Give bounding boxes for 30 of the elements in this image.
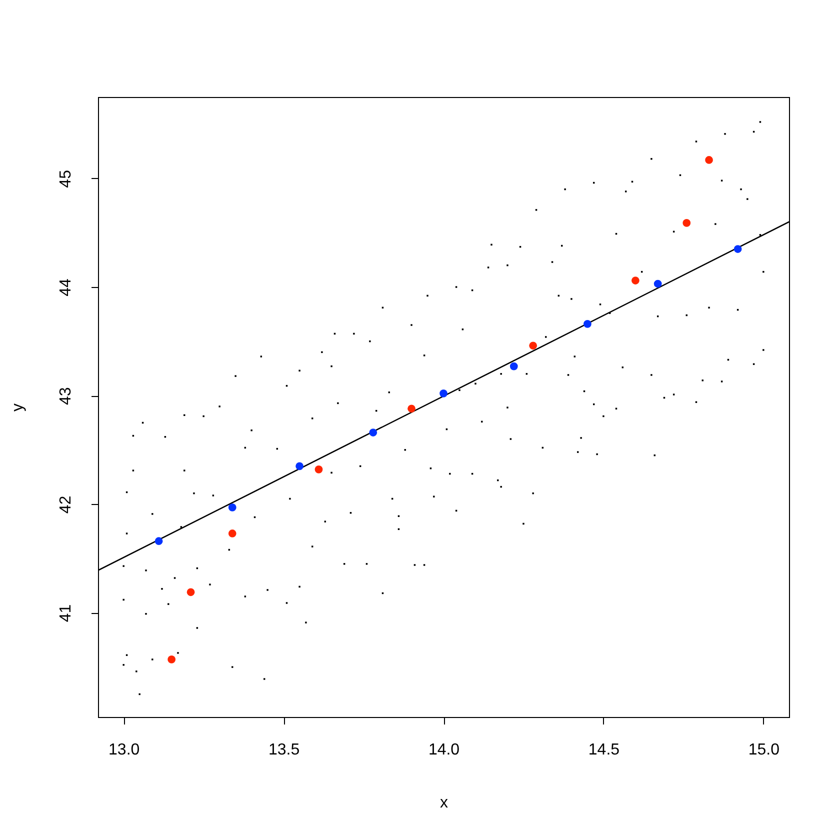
point	[369, 428, 378, 436]
point	[314, 466, 323, 474]
x-tick-label: 13.0	[108, 742, 140, 758]
point	[510, 362, 518, 370]
point	[408, 404, 416, 413]
x-tick-label: 15.0	[748, 742, 780, 758]
point	[734, 245, 742, 253]
point	[228, 530, 236, 538]
x-axis-title: x	[440, 794, 448, 812]
point	[228, 504, 236, 512]
y-tick-label: 41	[58, 604, 74, 622]
y-tick-label: 43	[58, 387, 74, 405]
point	[186, 588, 195, 596]
point	[705, 156, 713, 164]
point	[584, 320, 592, 328]
y-tick-label: 42	[58, 496, 74, 514]
point	[296, 462, 304, 470]
point	[682, 219, 691, 227]
y-axis-title: y	[10, 404, 26, 412]
point	[168, 656, 176, 664]
point	[440, 390, 448, 398]
point	[632, 276, 640, 284]
x-tick-label: 14.5	[588, 742, 620, 758]
y-tick-label: 44	[58, 278, 74, 296]
y-tick-label: 45	[58, 170, 74, 188]
point	[529, 342, 538, 350]
point	[654, 280, 662, 288]
point	[154, 537, 163, 546]
x-tick-label: 14.0	[428, 742, 460, 758]
x-tick-label: 13.5	[268, 742, 300, 758]
